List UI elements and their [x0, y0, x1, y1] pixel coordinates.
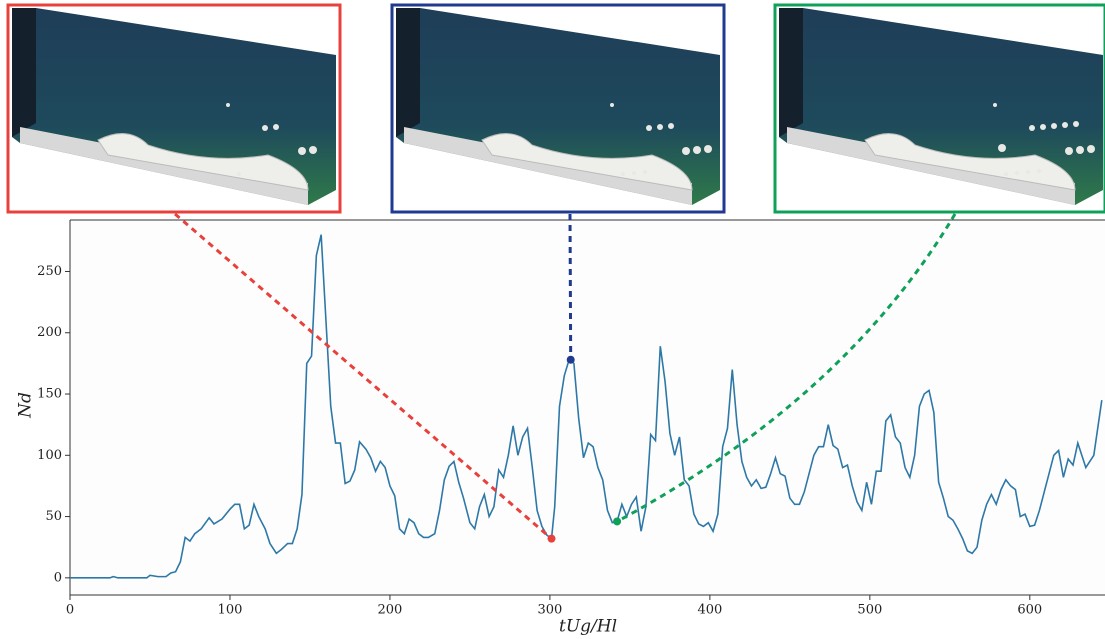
droplet	[643, 170, 647, 174]
x-tick-label: 0	[66, 603, 74, 618]
droplet	[262, 125, 268, 131]
x-tick-label: 200	[378, 603, 403, 618]
droplet	[1026, 170, 1030, 174]
y-tick-label: 0	[54, 570, 62, 585]
droplet	[693, 146, 701, 154]
y-axis-label: Nd	[16, 392, 36, 419]
droplet	[1076, 146, 1084, 154]
x-tick-label: 400	[697, 603, 722, 618]
droplet	[237, 172, 241, 176]
droplet	[298, 147, 306, 155]
droplet	[704, 145, 712, 153]
axes	[69, 219, 1105, 596]
box-side	[779, 8, 803, 137]
box-side	[396, 8, 420, 137]
droplet	[1087, 145, 1095, 153]
droplet	[1037, 169, 1041, 173]
highlight-point	[566, 355, 575, 364]
droplet	[668, 123, 674, 129]
y-tick-label: 250	[37, 264, 62, 279]
x-tick-label: 100	[218, 603, 243, 618]
y-tick-label: 100	[37, 448, 62, 463]
droplet	[1040, 124, 1046, 130]
droplet	[1073, 121, 1079, 127]
liquid	[864, 133, 1076, 191]
liquid	[97, 133, 309, 191]
inset-frame	[773, 3, 1105, 214]
x-tick-label: 600	[1017, 603, 1042, 618]
inset-frame	[6, 3, 342, 214]
droplet	[1051, 123, 1057, 129]
liquid	[481, 133, 693, 191]
droplet	[632, 171, 636, 175]
box-floor	[20, 127, 308, 205]
x-tick-label: 300	[537, 603, 562, 618]
inset-image	[390, 3, 726, 214]
droplet	[621, 172, 625, 176]
plot-area	[70, 220, 1105, 595]
data-line	[70, 234, 1103, 579]
droplet	[610, 103, 614, 107]
droplet	[1015, 171, 1019, 175]
connector	[616, 213, 957, 523]
x-tick-label: 500	[857, 603, 882, 618]
droplet	[1062, 122, 1068, 128]
inset-image	[6, 3, 342, 214]
y-tick-label: 50	[45, 509, 62, 524]
droplet	[657, 124, 663, 130]
droplet	[273, 124, 279, 130]
droplet	[998, 144, 1006, 152]
droplet	[309, 146, 317, 154]
y-tick-label: 200	[37, 325, 62, 340]
droplet	[1029, 125, 1035, 131]
box-floor	[787, 127, 1075, 205]
connector	[568, 213, 573, 360]
droplet	[682, 147, 690, 155]
box-side	[12, 8, 36, 137]
droplet	[646, 125, 652, 131]
inset-image	[773, 3, 1105, 214]
highlight-point	[613, 517, 622, 526]
droplet	[1065, 147, 1073, 155]
y-tick-label: 150	[37, 387, 62, 402]
droplet	[226, 103, 230, 107]
droplet	[1004, 172, 1008, 176]
highlight-point	[547, 534, 556, 543]
inset-frame	[390, 3, 726, 214]
droplet	[993, 103, 997, 107]
box-floor	[404, 127, 692, 205]
connector	[174, 212, 553, 540]
x-axis-label: tUg/Hl	[559, 617, 617, 637]
